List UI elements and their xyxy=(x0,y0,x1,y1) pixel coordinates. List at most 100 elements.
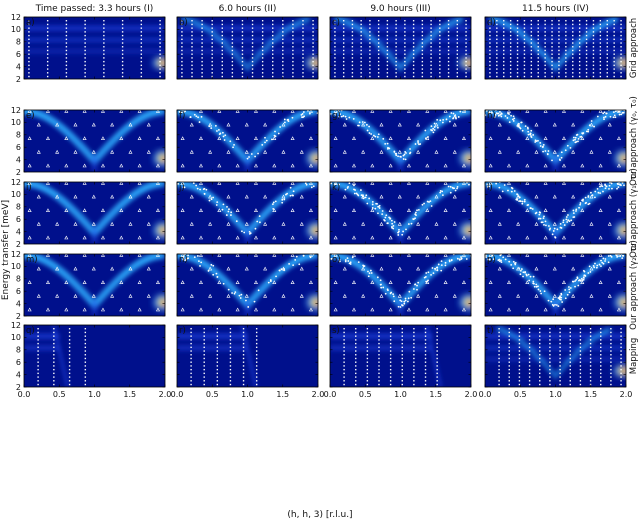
panel-label: l) xyxy=(487,183,493,193)
panel-s: s) 0.0 0.5 1.0 1.5 2.0 xyxy=(324,324,477,399)
panel-k: k) xyxy=(329,181,472,245)
y-tick-label: 8 xyxy=(16,346,21,355)
initial-grid-markers xyxy=(27,110,160,168)
y-ticks xyxy=(177,16,318,80)
y-ticks xyxy=(177,324,318,388)
y-ticks xyxy=(330,253,471,317)
initial-grid-markers xyxy=(488,110,621,168)
y-ticks xyxy=(177,181,318,245)
x-ticks xyxy=(329,17,472,79)
x-ticks xyxy=(329,182,472,244)
panel-label: k) xyxy=(332,183,340,193)
intensity-map xyxy=(24,25,165,55)
intensity-map xyxy=(24,325,70,387)
panel-n: n) xyxy=(176,253,319,317)
panel-label: t) xyxy=(487,326,494,336)
panel-label: d) xyxy=(487,18,496,28)
y-tick-label: 2 xyxy=(16,383,21,392)
panel-m: m) 2 4 6 8 10 12 xyxy=(11,250,166,321)
y-tick-label: 6 xyxy=(16,358,21,367)
row-label-5: Mapping xyxy=(629,338,639,374)
panel-label: s) xyxy=(332,326,340,336)
sample-points xyxy=(330,182,470,236)
y-ticks xyxy=(330,181,471,245)
y-ticks xyxy=(177,253,318,317)
x-tick-label: 0.5 xyxy=(514,390,527,399)
measurement-columns xyxy=(498,328,622,386)
x-tick-label: 1.0 xyxy=(394,390,407,399)
x-axis-title: (h, h, 3) [r.l.u.] xyxy=(287,510,352,520)
panel-label: o) xyxy=(332,255,341,265)
measurement-columns xyxy=(489,20,622,78)
y-ticks: 2 4 6 8 10 12 xyxy=(11,321,165,392)
y-tick-label: 8 xyxy=(16,203,21,212)
panel-label: b) xyxy=(179,18,188,28)
panel-label: i) xyxy=(26,183,32,193)
row-label-1: Grid approach xyxy=(629,18,639,78)
y-tick-label: 4 xyxy=(16,155,21,164)
panel-g: g) xyxy=(329,109,472,173)
x-ticks xyxy=(484,17,627,79)
x-ticks xyxy=(176,182,319,244)
y-tick-label: 6 xyxy=(16,143,21,152)
panel-c: c) xyxy=(329,16,472,80)
initial-grid-markers xyxy=(27,254,160,312)
panel-t: t) 0.0 0.5 1.0 1.5 2.0 xyxy=(479,324,633,399)
initial-grid-markers xyxy=(333,254,466,312)
y-ticks: 2 4 6 8 10 12 xyxy=(11,106,165,177)
column-title-2: 6.0 hours (II) xyxy=(219,4,277,14)
x-tick-label: 1.5 xyxy=(276,390,289,399)
y-ticks xyxy=(330,324,471,388)
panel-label: f) xyxy=(179,111,185,121)
y-tick-label: 2 xyxy=(16,240,21,249)
initial-grid-markers xyxy=(180,110,313,168)
x-tick-label: 1.5 xyxy=(123,390,136,399)
y-ticks xyxy=(485,16,626,80)
x-tick-label: 2.0 xyxy=(620,390,633,399)
measurement-columns xyxy=(28,20,161,78)
y-ticks xyxy=(485,181,626,245)
panel-label: g) xyxy=(332,111,341,121)
x-tick-label: 0.5 xyxy=(53,390,66,399)
intensity-map xyxy=(177,17,318,72)
x-tick-label: 2.0 xyxy=(312,390,325,399)
row-label-3: Our approach (γ₁, τ₁) xyxy=(629,168,639,258)
y-tick-label: 10 xyxy=(11,262,21,271)
panel-label: p) xyxy=(487,255,496,265)
y-tick-label: 10 xyxy=(11,333,21,342)
initial-grid-markers xyxy=(180,182,313,240)
y-tick-label: 10 xyxy=(11,118,21,127)
panel-label: e) xyxy=(26,111,35,121)
y-tick-label: 4 xyxy=(16,62,21,71)
y-tick-label: 4 xyxy=(16,227,21,236)
y-tick-label: 12 xyxy=(11,178,21,187)
intensity-map xyxy=(330,17,471,72)
panel-b: b) xyxy=(176,16,319,80)
measurement-columns xyxy=(37,328,87,386)
sample-points xyxy=(485,254,625,308)
y-ticks xyxy=(330,16,471,80)
x-ticks: 0.0 0.5 1.0 1.5 2.0 xyxy=(324,325,477,399)
measurement-columns xyxy=(343,328,438,386)
x-ticks xyxy=(329,254,472,316)
y-ticks xyxy=(177,109,318,173)
y-tick-label: 12 xyxy=(11,250,21,259)
y-tick-label: 10 xyxy=(11,25,21,34)
x-ticks: 0.0 0.5 1.0 1.5 2.0 xyxy=(479,325,633,399)
initial-grid-markers xyxy=(488,254,621,312)
y-tick-label: 6 xyxy=(16,215,21,224)
y-tick-label: 12 xyxy=(11,13,21,22)
panel-e: e) 2 4 6 8 10 12 xyxy=(11,106,166,177)
x-tick-label: 0.0 xyxy=(479,390,492,399)
panel-label: a) xyxy=(26,18,35,28)
x-tick-label: 0.5 xyxy=(206,390,219,399)
x-ticks: 0.0 0.5 1.0 1.5 2.0 xyxy=(171,325,325,399)
panel-q: q) 2 4 6 8 10 12 0.0 0.5 1.0 1.5 2.0 xyxy=(11,321,172,399)
x-ticks xyxy=(176,254,319,316)
y-tick-label: 12 xyxy=(11,106,21,115)
column-title-4: 11.5 hours (IV) xyxy=(522,4,589,14)
y-tick-label: 2 xyxy=(16,75,21,84)
intensity-map xyxy=(24,254,165,315)
